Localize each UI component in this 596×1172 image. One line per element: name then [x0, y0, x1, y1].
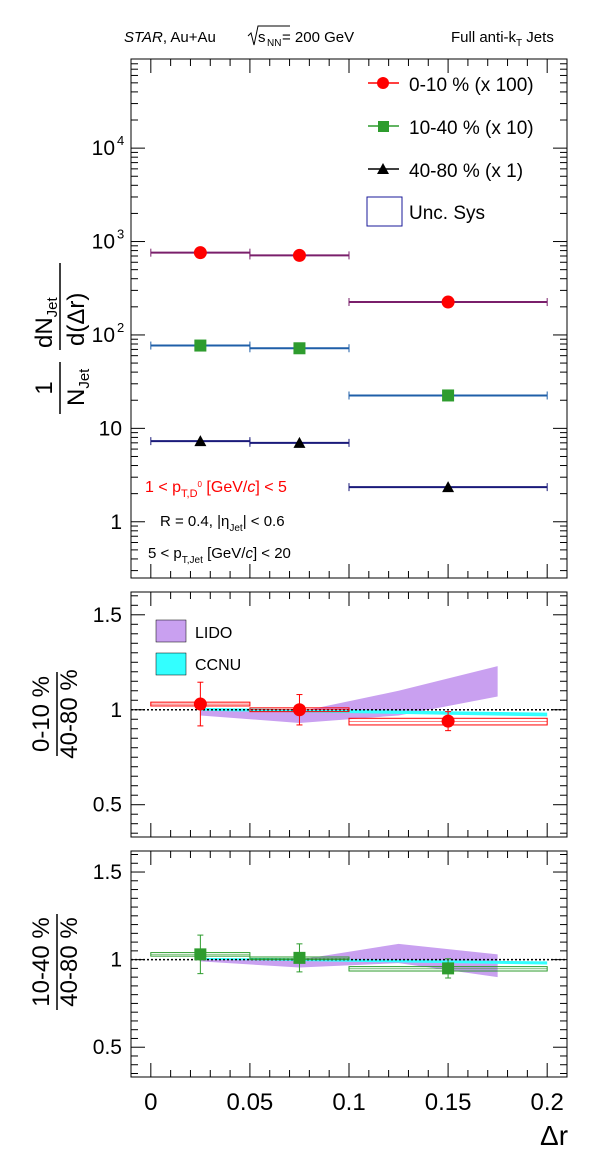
x-tick-label: 0.1 [332, 1089, 365, 1116]
legend-ccnu-swatch [155, 652, 187, 676]
svg-text:40-80 % (x 1): 40-80 % (x 1) [409, 161, 523, 182]
lido-band [200, 666, 498, 724]
y-axis-title-bot: 10-40 % 40-80 % [28, 914, 83, 1010]
header-energy: s NN = 200 GeV [247, 25, 354, 49]
y-tick-label: 1.5 [93, 861, 122, 884]
y-tick-label: 0.5 [93, 794, 122, 817]
ratio-point-central [292, 703, 306, 717]
y-tick-label-exponent: 4 [117, 133, 124, 148]
y-tick-label: 10 [92, 231, 115, 254]
bot-panel-data [131, 934, 567, 979]
ratio-point-central [193, 697, 207, 711]
point-central [292, 248, 306, 262]
y-axis-title-top: 1 NJet dNJet d(Δr) [31, 263, 93, 414]
x-tick-label: 0.2 [530, 1089, 563, 1116]
y-tick-label: 10 [99, 417, 122, 440]
point-mid [194, 339, 207, 352]
header-left: STAR, Au+Au [124, 29, 216, 46]
svg-text:NJet: NJet [63, 368, 93, 406]
y-tick-label: 1 [110, 511, 122, 534]
legend-lido-label: LIDO [195, 625, 232, 642]
point-mid [293, 342, 306, 355]
svg-text:40-80 %: 40-80 % [56, 669, 83, 758]
legend-ccnu-label: CCNU [195, 657, 241, 674]
y-tick-label-exponent: 3 [117, 227, 124, 242]
mid-panel-data [131, 666, 567, 732]
svg-text:10-40 % (x 10): 10-40 % (x 10) [409, 118, 534, 139]
ratio-point-mid [293, 951, 306, 964]
y-axis-title-mid: 0-10 % 40-80 % [28, 669, 83, 758]
annotation-d0-pt: 1 < pT,D0 [GeV/c] < 5 [145, 479, 287, 500]
svg-text:40-80 %: 40-80 % [56, 917, 83, 1006]
y-tick-label-exponent: 2 [117, 320, 124, 335]
point-peripheral [442, 481, 455, 493]
y-tick-label: 10 [92, 137, 115, 160]
legend-top: 0-10 % (x 100) 10-40 % (x 10) 40-80 % (x… [366, 75, 534, 227]
svg-text:NN: NN [267, 38, 281, 49]
point-peripheral [194, 435, 207, 447]
x-axis-title: Δr [540, 1120, 568, 1151]
svg-text:0-10 %: 0-10 % [28, 676, 55, 752]
x-tick-label: 0.05 [227, 1089, 274, 1116]
x-tick-label: 0 [144, 1089, 157, 1116]
ratio-point-central [441, 714, 455, 728]
header-right: Full anti-kT Jets [451, 29, 554, 49]
legend-models: LIDO CCNU [155, 619, 241, 676]
point-peripheral [293, 436, 306, 448]
y-tick-label: 0.5 [93, 1036, 122, 1059]
legend-lido-swatch [155, 619, 187, 643]
annotation-radius: R = 0.4, |ηJet| < 0.6 [160, 513, 285, 534]
svg-text:1: 1 [31, 381, 58, 394]
annotation-jet-pt: 5 < pT,Jet [GeV/c] < 20 [148, 545, 291, 566]
svg-text:dNJet: dNJet [31, 296, 61, 348]
point-mid [442, 389, 455, 402]
svg-text:= 200 GeV: = 200 GeV [282, 29, 354, 46]
y-tick-label: 1 [110, 949, 122, 972]
x-tick-label: 0.15 [425, 1089, 472, 1116]
legend-sys: Unc. Sys [366, 196, 485, 227]
point-central [193, 246, 207, 260]
svg-text:d(Δr): d(Δr) [63, 293, 90, 346]
svg-text:0-10 % (x 100): 0-10 % (x 100) [409, 75, 534, 96]
svg-text:10-40 %: 10-40 % [28, 917, 55, 1006]
legend-central: 0-10 % (x 100) [368, 75, 534, 96]
y-tick-label: 10 [92, 324, 115, 347]
top-panel-data [150, 246, 548, 493]
point-central [441, 295, 455, 309]
svg-text:s: s [258, 29, 266, 46]
y-tick-label: 1 [110, 699, 122, 722]
ratio-point-mid [194, 948, 207, 961]
svg-text:Unc. Sys: Unc. Sys [409, 203, 485, 224]
legend-mid: 10-40 % (x 10) [368, 118, 534, 139]
legend-peripheral: 40-80 % (x 1) [368, 161, 523, 182]
y-tick-label: 1.5 [93, 604, 122, 627]
ratio-point-mid [442, 962, 455, 975]
